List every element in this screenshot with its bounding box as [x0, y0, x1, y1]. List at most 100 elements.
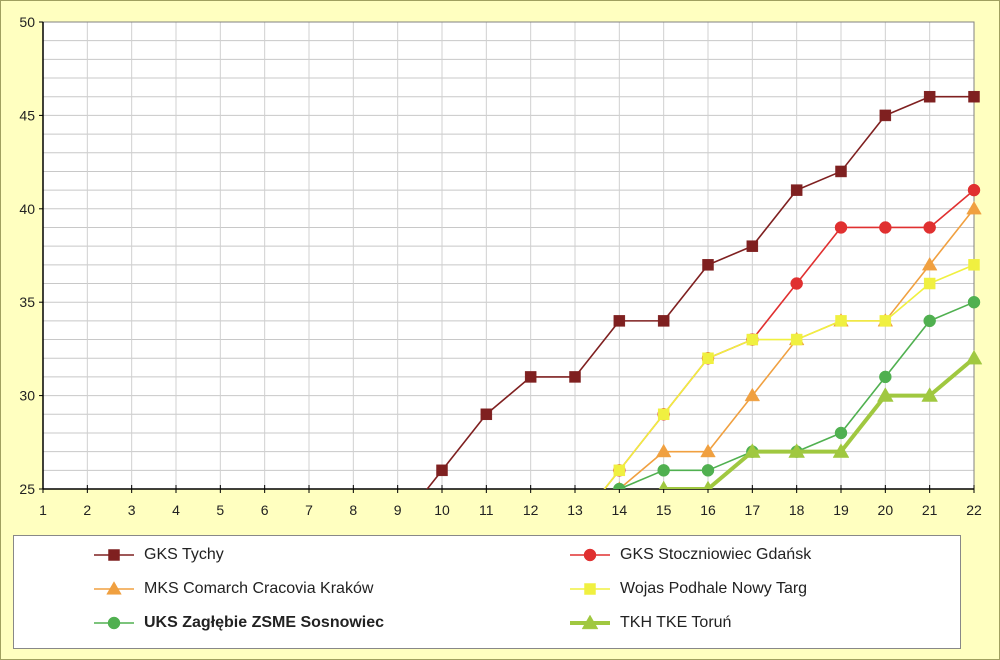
x-tick-label: 22	[966, 502, 982, 518]
x-tick-label: 1	[39, 502, 47, 518]
legend-swatch	[570, 583, 610, 595]
data-point	[744, 443, 761, 458]
data-point	[832, 443, 850, 458]
data-point	[613, 482, 626, 489]
data-point	[746, 333, 759, 346]
data-point	[966, 200, 982, 215]
legend-marker	[584, 583, 596, 595]
legend-item: TKH TKE Toruń	[568, 612, 731, 634]
legend-marker	[107, 616, 121, 630]
legend-item: MKS Comarch Cracovia Kraków	[92, 578, 373, 600]
data-point	[655, 443, 672, 458]
x-tick-label: 18	[789, 502, 805, 518]
series-line	[603, 264, 975, 489]
data-point	[657, 315, 670, 327]
x-tick-label: 7	[305, 502, 313, 518]
series-line	[618, 208, 975, 489]
x-tick-label: 4	[172, 502, 180, 518]
series-group	[426, 90, 983, 489]
data-point	[657, 464, 670, 477]
x-tick-label: 10	[434, 502, 450, 518]
data-point	[967, 295, 981, 309]
x-tick-label: 8	[349, 502, 357, 518]
legend-item: GKS Tychy	[92, 544, 224, 566]
data-point	[835, 315, 847, 327]
data-point	[702, 259, 714, 271]
x-tick-label: 17	[745, 502, 761, 518]
x-tick-label: 11	[479, 502, 494, 518]
legend-label: Wojas Podhale Nowy Targ	[620, 580, 808, 597]
x-tick-label: 5	[216, 502, 224, 518]
legend-marker	[106, 581, 122, 595]
data-point	[790, 333, 803, 346]
series-0	[426, 90, 980, 489]
legend-marker	[581, 614, 599, 630]
data-point	[790, 184, 803, 196]
x-tick-label: 13	[567, 502, 583, 518]
legend-label: MKS Comarch Cracovia Kraków	[144, 580, 374, 597]
legend-swatch	[570, 614, 610, 630]
data-point	[658, 480, 669, 489]
x-tick-label: 6	[261, 502, 269, 518]
legend-label: TKH TKE Toruń	[620, 614, 732, 631]
x-tick-label: 16	[700, 502, 716, 518]
y-tick-label: 25	[19, 481, 35, 497]
data-point	[790, 277, 803, 290]
legend-item: UKS Zagłębie ZSME Sosnowiec	[92, 612, 384, 634]
data-point	[834, 426, 848, 440]
x-tick-label: 2	[83, 502, 91, 518]
legend: GKS Tychy GKS Stoczniowiec Gdańsk MKS Co…	[13, 535, 961, 649]
series-3	[603, 259, 980, 489]
legend-label: GKS Tychy	[144, 546, 224, 563]
series-line	[426, 95, 974, 489]
data-point	[657, 408, 670, 421]
data-point	[967, 183, 981, 197]
legend-swatch	[94, 616, 134, 630]
x-tick-label: 15	[656, 502, 672, 518]
data-point	[700, 443, 716, 458]
data-point	[879, 221, 892, 234]
data-point	[835, 165, 847, 178]
data-point	[921, 387, 938, 402]
legend-swatch	[570, 548, 610, 562]
data-point	[703, 480, 713, 489]
data-point	[879, 109, 892, 122]
y-tick-label: 45	[19, 107, 35, 123]
legend-item: GKS Stoczniowiec Gdańsk	[568, 544, 811, 566]
data-point	[923, 314, 936, 328]
legend-label: UKS Zagłębie ZSME Sosnowiec	[144, 614, 385, 631]
legend-swatch	[94, 549, 134, 561]
x-tick-label: 20	[878, 502, 894, 518]
data-point	[968, 90, 980, 103]
data-point	[613, 315, 626, 327]
x-tick-label: 19	[833, 502, 849, 518]
data-point	[877, 387, 894, 402]
data-point	[613, 464, 626, 477]
data-point	[879, 315, 892, 327]
data-point	[923, 90, 936, 103]
plot-area	[43, 22, 974, 489]
legend-marker	[108, 549, 120, 561]
data-point	[834, 221, 848, 234]
legend-item: Wojas Podhale Nowy Targ	[568, 578, 807, 600]
data-point	[702, 352, 714, 364]
y-tick-label: 35	[19, 294, 35, 310]
data-point	[436, 464, 448, 477]
legend-swatch	[94, 581, 134, 595]
data-point	[788, 443, 805, 458]
x-tick-label: 12	[523, 502, 539, 518]
data-point	[923, 277, 936, 290]
legend-label: GKS Stoczniowiec Gdańsk	[620, 546, 812, 563]
data-point	[701, 464, 715, 477]
data-point	[921, 257, 938, 271]
data-point	[569, 371, 581, 383]
axes	[39, 21, 975, 493]
data-point	[746, 240, 759, 252]
x-tick-label: 21	[922, 502, 938, 518]
data-point	[524, 371, 537, 383]
data-point	[965, 349, 983, 365]
x-tick-label: 9	[394, 502, 402, 518]
y-tick-label: 40	[19, 201, 35, 217]
